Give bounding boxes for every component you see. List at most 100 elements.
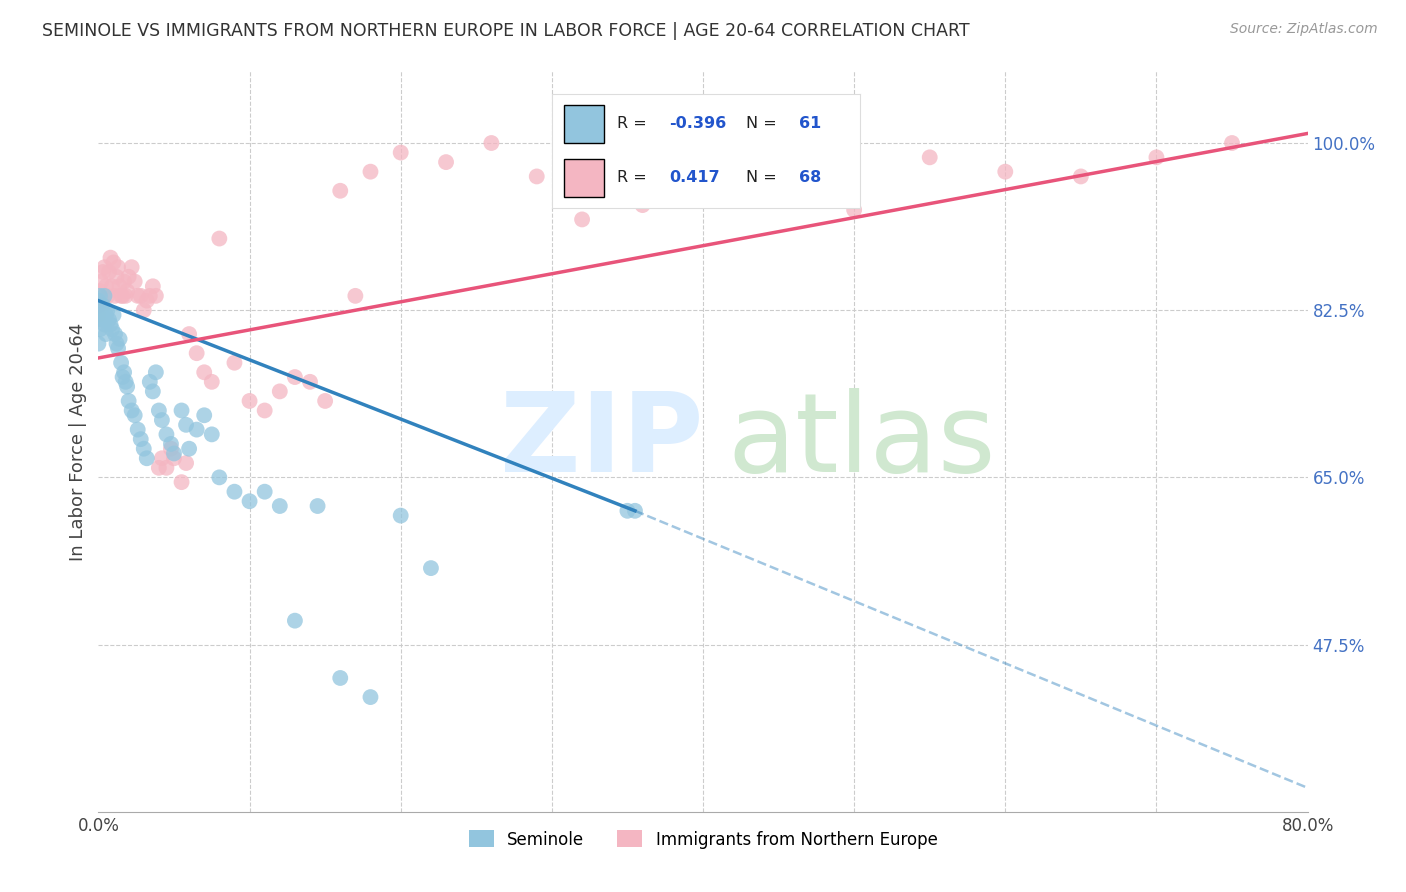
Point [114,289,136,303]
Point [389,508,412,523]
Text: Source: ZipAtlas.com: Source: ZipAtlas.com [1230,22,1378,37]
Point [994,164,1017,178]
Point [127,423,149,437]
Point [174,417,197,432]
Point [571,212,593,227]
Point [170,403,193,417]
Point [90,293,112,308]
Point [124,275,146,289]
Point [201,427,224,442]
Point [174,456,197,470]
Point [145,289,167,303]
Point [135,293,157,308]
Point [104,289,127,303]
Point [118,269,141,284]
Point [344,289,367,303]
Point [135,451,157,466]
Point [360,690,382,704]
Point [253,403,276,417]
Point [160,437,183,451]
Point [139,375,162,389]
Point [284,614,307,628]
Point [96,289,118,303]
Point [434,155,457,169]
Point [96,303,118,318]
Point [87,298,110,312]
Point [269,499,291,513]
Point [193,409,215,423]
Point [1070,169,1092,184]
Point [103,308,125,322]
Point [93,289,115,303]
Text: atlas: atlas [727,388,995,495]
Point [186,423,208,437]
Point [208,231,231,245]
Point [124,409,146,423]
Point [112,275,135,289]
Point [142,279,165,293]
Point [224,484,246,499]
Point [89,284,111,298]
Point [329,184,352,198]
Point [692,184,714,198]
Point [90,303,112,318]
Point [87,293,110,308]
Point [284,370,307,384]
Point [129,432,152,446]
Point [104,327,127,342]
Point [201,375,224,389]
Point [179,327,201,342]
Point [112,365,135,379]
Point [87,336,110,351]
Point [132,442,155,456]
Point [150,451,173,466]
Point [253,484,276,499]
Y-axis label: In Labor Force | Age 20-64: In Labor Force | Age 20-64 [69,322,87,561]
Point [127,289,149,303]
Point [768,174,790,188]
Point [94,308,117,322]
Point [118,393,141,408]
Text: SEMINOLE VS IMMIGRANTS FROM NORTHERN EUROPE IN LABOR FORCE | AGE 20-64 CORRELATI: SEMINOLE VS IMMIGRANTS FROM NORTHERN EUR… [42,22,970,40]
Point [121,260,143,275]
Point [142,384,165,399]
Point [163,451,186,466]
Point [224,356,246,370]
Point [1220,136,1243,150]
Point [87,308,110,322]
Point [115,379,138,393]
Point [150,413,173,427]
Point [145,365,167,379]
Point [89,289,111,303]
Point [90,275,112,289]
Point [91,312,114,326]
Point [101,279,124,293]
Point [93,318,115,332]
Point [111,289,134,303]
Point [616,504,638,518]
Point [91,265,114,279]
Point [844,202,866,217]
Point [132,303,155,318]
Point [98,312,121,326]
Point [186,346,208,360]
Point [111,370,134,384]
Point [389,145,412,160]
Text: ZIP: ZIP [499,388,703,495]
Point [1144,150,1167,164]
Point [91,298,114,312]
Point [107,342,129,356]
Point [121,403,143,417]
Point [314,393,336,408]
Point [239,393,262,408]
Point [329,671,352,685]
Point [90,312,112,326]
Point [360,164,382,178]
Point [129,289,152,303]
Point [148,403,170,417]
Point [307,499,329,513]
Point [94,327,117,342]
Point [160,442,183,456]
Point [110,289,132,303]
Point [87,308,110,322]
